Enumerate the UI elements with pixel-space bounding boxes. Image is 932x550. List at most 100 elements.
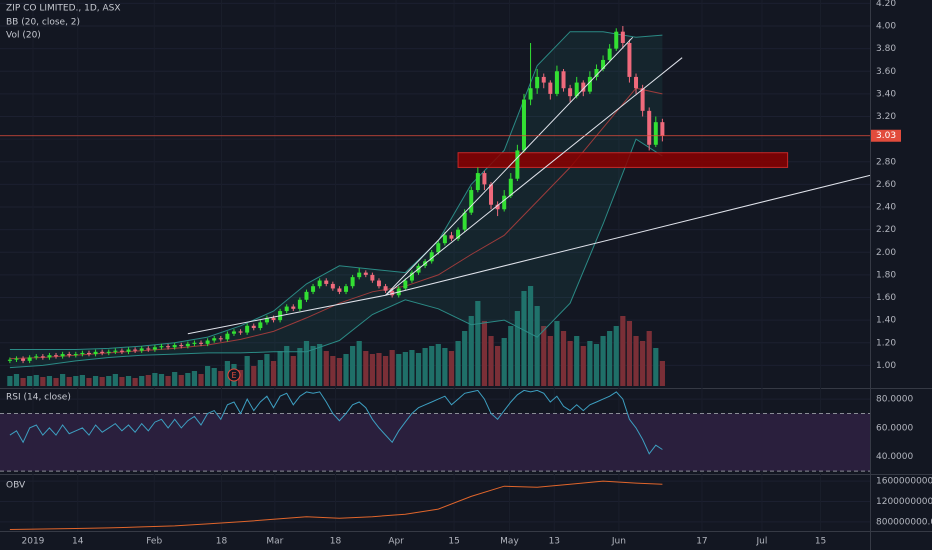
x-tick-label: Feb xyxy=(146,537,162,547)
x-tick-label: 15 xyxy=(448,537,459,547)
trend-line xyxy=(385,174,871,296)
earnings-icon xyxy=(227,368,241,382)
volume-bar xyxy=(73,376,79,386)
candle-body xyxy=(383,286,388,291)
candle-body xyxy=(119,350,124,352)
y-tick-label: 60.0000 xyxy=(876,423,913,433)
candle-body xyxy=(614,31,619,49)
volume-bar xyxy=(442,348,448,386)
candle-body xyxy=(587,76,592,92)
volume-bar xyxy=(53,378,59,386)
candle-body xyxy=(86,352,91,355)
volume-bar xyxy=(369,354,375,386)
candle-body xyxy=(172,345,177,348)
candle-body xyxy=(297,299,302,309)
candle-body xyxy=(47,355,52,358)
volume-bar xyxy=(495,346,501,386)
volume-bar xyxy=(462,331,468,386)
bb-fill xyxy=(9,31,663,368)
bb-middle xyxy=(9,87,663,360)
candle-body xyxy=(574,82,579,97)
candle-body xyxy=(73,354,78,356)
candle-body xyxy=(581,82,586,92)
volume-bar xyxy=(626,321,633,386)
last-price-box xyxy=(871,129,901,142)
volume-bar xyxy=(376,353,382,386)
candle-body xyxy=(159,346,164,348)
volume-bar xyxy=(7,376,13,386)
candle-body xyxy=(245,325,250,333)
volume-bar xyxy=(60,374,66,386)
chart-title: ZIP CO LIMITED., 1D, ASX xyxy=(6,4,121,14)
candle-body xyxy=(495,204,500,210)
obv-line xyxy=(9,480,663,530)
volume-bar xyxy=(264,354,270,386)
candle-body xyxy=(634,76,639,89)
volume-bar xyxy=(330,356,336,386)
volume-bar xyxy=(270,361,277,386)
candle-body xyxy=(264,317,269,323)
volume-bar xyxy=(541,326,547,386)
y-tick-label: 3.40 xyxy=(876,89,896,99)
candle-body xyxy=(436,243,441,253)
y-tick-label: 2.40 xyxy=(876,203,896,213)
volume-bar xyxy=(191,371,198,386)
volume-bar xyxy=(152,373,158,386)
candle-body xyxy=(601,59,606,70)
volume-bar xyxy=(607,331,613,386)
candle-body xyxy=(568,88,573,97)
volume-bar xyxy=(165,376,171,386)
volume-bar xyxy=(574,336,580,386)
candle-body xyxy=(185,343,190,347)
volume-bar xyxy=(593,344,600,386)
y-tick-label: 800000000.0000 xyxy=(876,517,932,527)
volume-bar xyxy=(310,346,316,386)
candle-body xyxy=(660,122,665,136)
volume-bar xyxy=(468,316,474,386)
candle-body xyxy=(34,356,39,358)
volume-bar xyxy=(422,348,428,386)
candle-body xyxy=(449,235,454,239)
y-tick-label: 1.00 xyxy=(876,361,896,371)
candle-body xyxy=(146,348,151,350)
volume-bar xyxy=(112,374,118,386)
volume-bar xyxy=(290,356,296,386)
candle-body xyxy=(139,348,144,351)
y-tick-label: 2.80 xyxy=(876,157,896,167)
volume-bar xyxy=(185,373,191,386)
candle-body xyxy=(166,346,171,348)
volume-bar xyxy=(139,376,145,386)
volume-bar xyxy=(172,372,178,386)
volume-bar xyxy=(303,341,310,386)
candle-body xyxy=(561,71,566,89)
volume-bar xyxy=(613,326,619,386)
candle-body xyxy=(409,272,414,281)
volume-bar xyxy=(158,374,165,386)
candle-body xyxy=(311,286,316,292)
volume-bar xyxy=(409,350,415,386)
y-tick-label: 1.40 xyxy=(876,316,896,326)
candle-body xyxy=(192,342,197,344)
volume-bar xyxy=(435,344,441,386)
candle-body xyxy=(60,354,65,357)
y-tick-label: 1600000000.0000 xyxy=(876,477,932,487)
volume-bar xyxy=(455,341,461,386)
candle-body xyxy=(317,280,322,287)
candle-body xyxy=(489,184,494,205)
candle-body xyxy=(205,340,210,344)
candle-body xyxy=(258,322,263,329)
volume-bar xyxy=(600,336,606,386)
volume-bar xyxy=(323,351,329,386)
volume-bar xyxy=(429,346,435,386)
candle-body xyxy=(40,356,45,358)
indicator-label: BB (20, close, 2) xyxy=(6,18,80,28)
volume-bar xyxy=(350,346,356,386)
volume-bar xyxy=(99,377,105,386)
candle-body xyxy=(7,359,12,361)
volume-bar xyxy=(46,376,53,386)
candle-body xyxy=(508,178,513,196)
candle-body xyxy=(344,286,349,292)
candle-body xyxy=(376,280,381,287)
x-tick-label: 13 xyxy=(549,537,560,547)
volume-bar xyxy=(534,306,540,386)
